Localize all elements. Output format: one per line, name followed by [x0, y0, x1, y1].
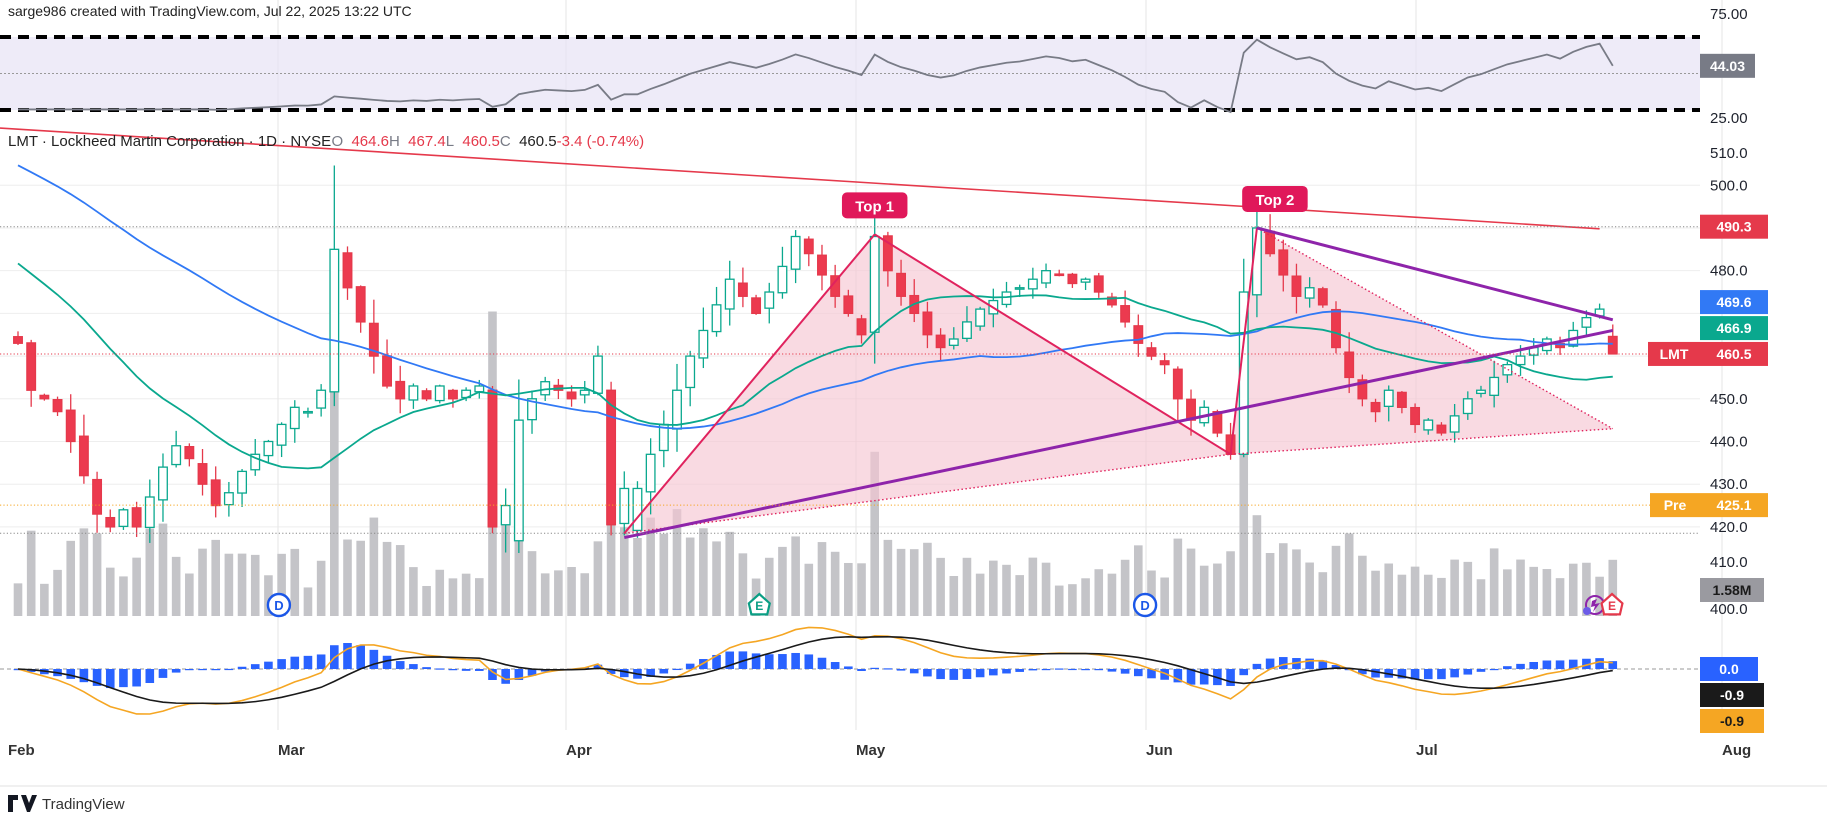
svg-text:Pre: Pre	[1664, 497, 1687, 513]
svg-text:Jul: Jul	[1416, 742, 1438, 759]
svg-text:467.4: 467.4	[408, 133, 446, 150]
svg-text:410.0: 410.0	[1710, 554, 1748, 571]
svg-text:460.5: 460.5	[1716, 346, 1751, 362]
svg-text:430.0: 430.0	[1710, 476, 1748, 493]
svg-text:466.9: 466.9	[1716, 320, 1751, 336]
svg-text:460.5: 460.5	[462, 133, 500, 150]
svg-text:D: D	[1140, 598, 1149, 613]
svg-text:Top 2: Top 2	[1255, 192, 1294, 209]
svg-text:420.0: 420.0	[1710, 519, 1748, 536]
svg-text:Top 1: Top 1	[855, 198, 894, 215]
svg-text:TradingView: TradingView	[42, 796, 125, 813]
svg-text:Mar: Mar	[278, 742, 305, 759]
svg-text:400.0: 400.0	[1710, 601, 1748, 618]
svg-text:L: L	[446, 133, 454, 150]
svg-text:425.1: 425.1	[1716, 497, 1751, 513]
svg-text:-0.9: -0.9	[1720, 713, 1744, 729]
svg-text:Jun: Jun	[1146, 742, 1173, 759]
svg-text:500.0: 500.0	[1710, 177, 1748, 194]
svg-text:O: O	[331, 133, 343, 150]
svg-text:469.6: 469.6	[1716, 294, 1751, 310]
svg-text:440.0: 440.0	[1710, 433, 1748, 450]
svg-text:sarge986 created with TradingV: sarge986 created with TradingView.com, J…	[8, 3, 412, 19]
svg-text:Feb: Feb	[8, 742, 35, 759]
svg-text:LMT · Lockheed Martin Corporat: LMT · Lockheed Martin Corporation · 1D ·…	[8, 133, 331, 150]
svg-text:44.03: 44.03	[1710, 58, 1745, 74]
svg-text:510.0: 510.0	[1710, 145, 1748, 162]
svg-text:D: D	[274, 598, 283, 613]
svg-text:1.58M: 1.58M	[1713, 582, 1752, 598]
svg-text:75.00: 75.00	[1710, 6, 1748, 23]
svg-text:490.3: 490.3	[1716, 219, 1751, 235]
svg-text:Apr: Apr	[566, 742, 592, 759]
svg-text:E: E	[1608, 599, 1616, 613]
svg-text:480.0: 480.0	[1710, 263, 1748, 280]
svg-text:-0.9: -0.9	[1720, 687, 1744, 703]
svg-text:H: H	[389, 133, 400, 150]
svg-text:460.5: 460.5	[519, 133, 557, 150]
svg-text:464.6: 464.6	[351, 133, 389, 150]
svg-text:-3.4 (-0.74%): -3.4 (-0.74%)	[557, 133, 645, 150]
svg-text:Aug: Aug	[1722, 742, 1751, 759]
svg-text:0.0: 0.0	[1719, 661, 1739, 677]
svg-text:E: E	[755, 599, 763, 613]
svg-text:May: May	[856, 742, 886, 759]
svg-text:25.00: 25.00	[1710, 110, 1748, 127]
svg-text:C: C	[500, 133, 511, 150]
svg-text:450.0: 450.0	[1710, 391, 1748, 408]
svg-text:LMT: LMT	[1660, 346, 1689, 362]
